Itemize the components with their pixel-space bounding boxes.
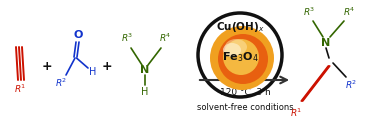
Text: 120 °C, 3 h: 120 °C, 3 h (220, 89, 270, 97)
Text: Cu(OH)$_x$: Cu(OH)$_x$ (216, 20, 264, 34)
Text: $R^4$: $R^4$ (159, 32, 171, 44)
Text: $R^1$: $R^1$ (14, 83, 26, 95)
Ellipse shape (225, 39, 247, 55)
Text: $R^3$: $R^3$ (121, 32, 133, 44)
Text: $R^3$: $R^3$ (303, 6, 315, 18)
Text: $R^2$: $R^2$ (345, 79, 357, 91)
Text: Fe$_3$O$_4$: Fe$_3$O$_4$ (222, 50, 258, 64)
Ellipse shape (223, 43, 241, 57)
Circle shape (218, 34, 268, 84)
Text: O: O (73, 30, 83, 40)
Text: H: H (141, 87, 149, 97)
Text: N: N (321, 38, 331, 48)
Text: H: H (89, 67, 97, 77)
Ellipse shape (214, 31, 242, 51)
Text: solvent-free conditions: solvent-free conditions (197, 102, 293, 112)
Circle shape (223, 39, 259, 75)
Text: +: + (42, 60, 52, 73)
Circle shape (198, 13, 282, 97)
Circle shape (210, 26, 274, 90)
Text: $R^1$: $R^1$ (290, 107, 302, 119)
Text: $R^2$: $R^2$ (55, 77, 67, 89)
Text: +: + (102, 60, 112, 73)
Text: $R^4$: $R^4$ (343, 6, 355, 18)
Text: N: N (140, 65, 150, 75)
